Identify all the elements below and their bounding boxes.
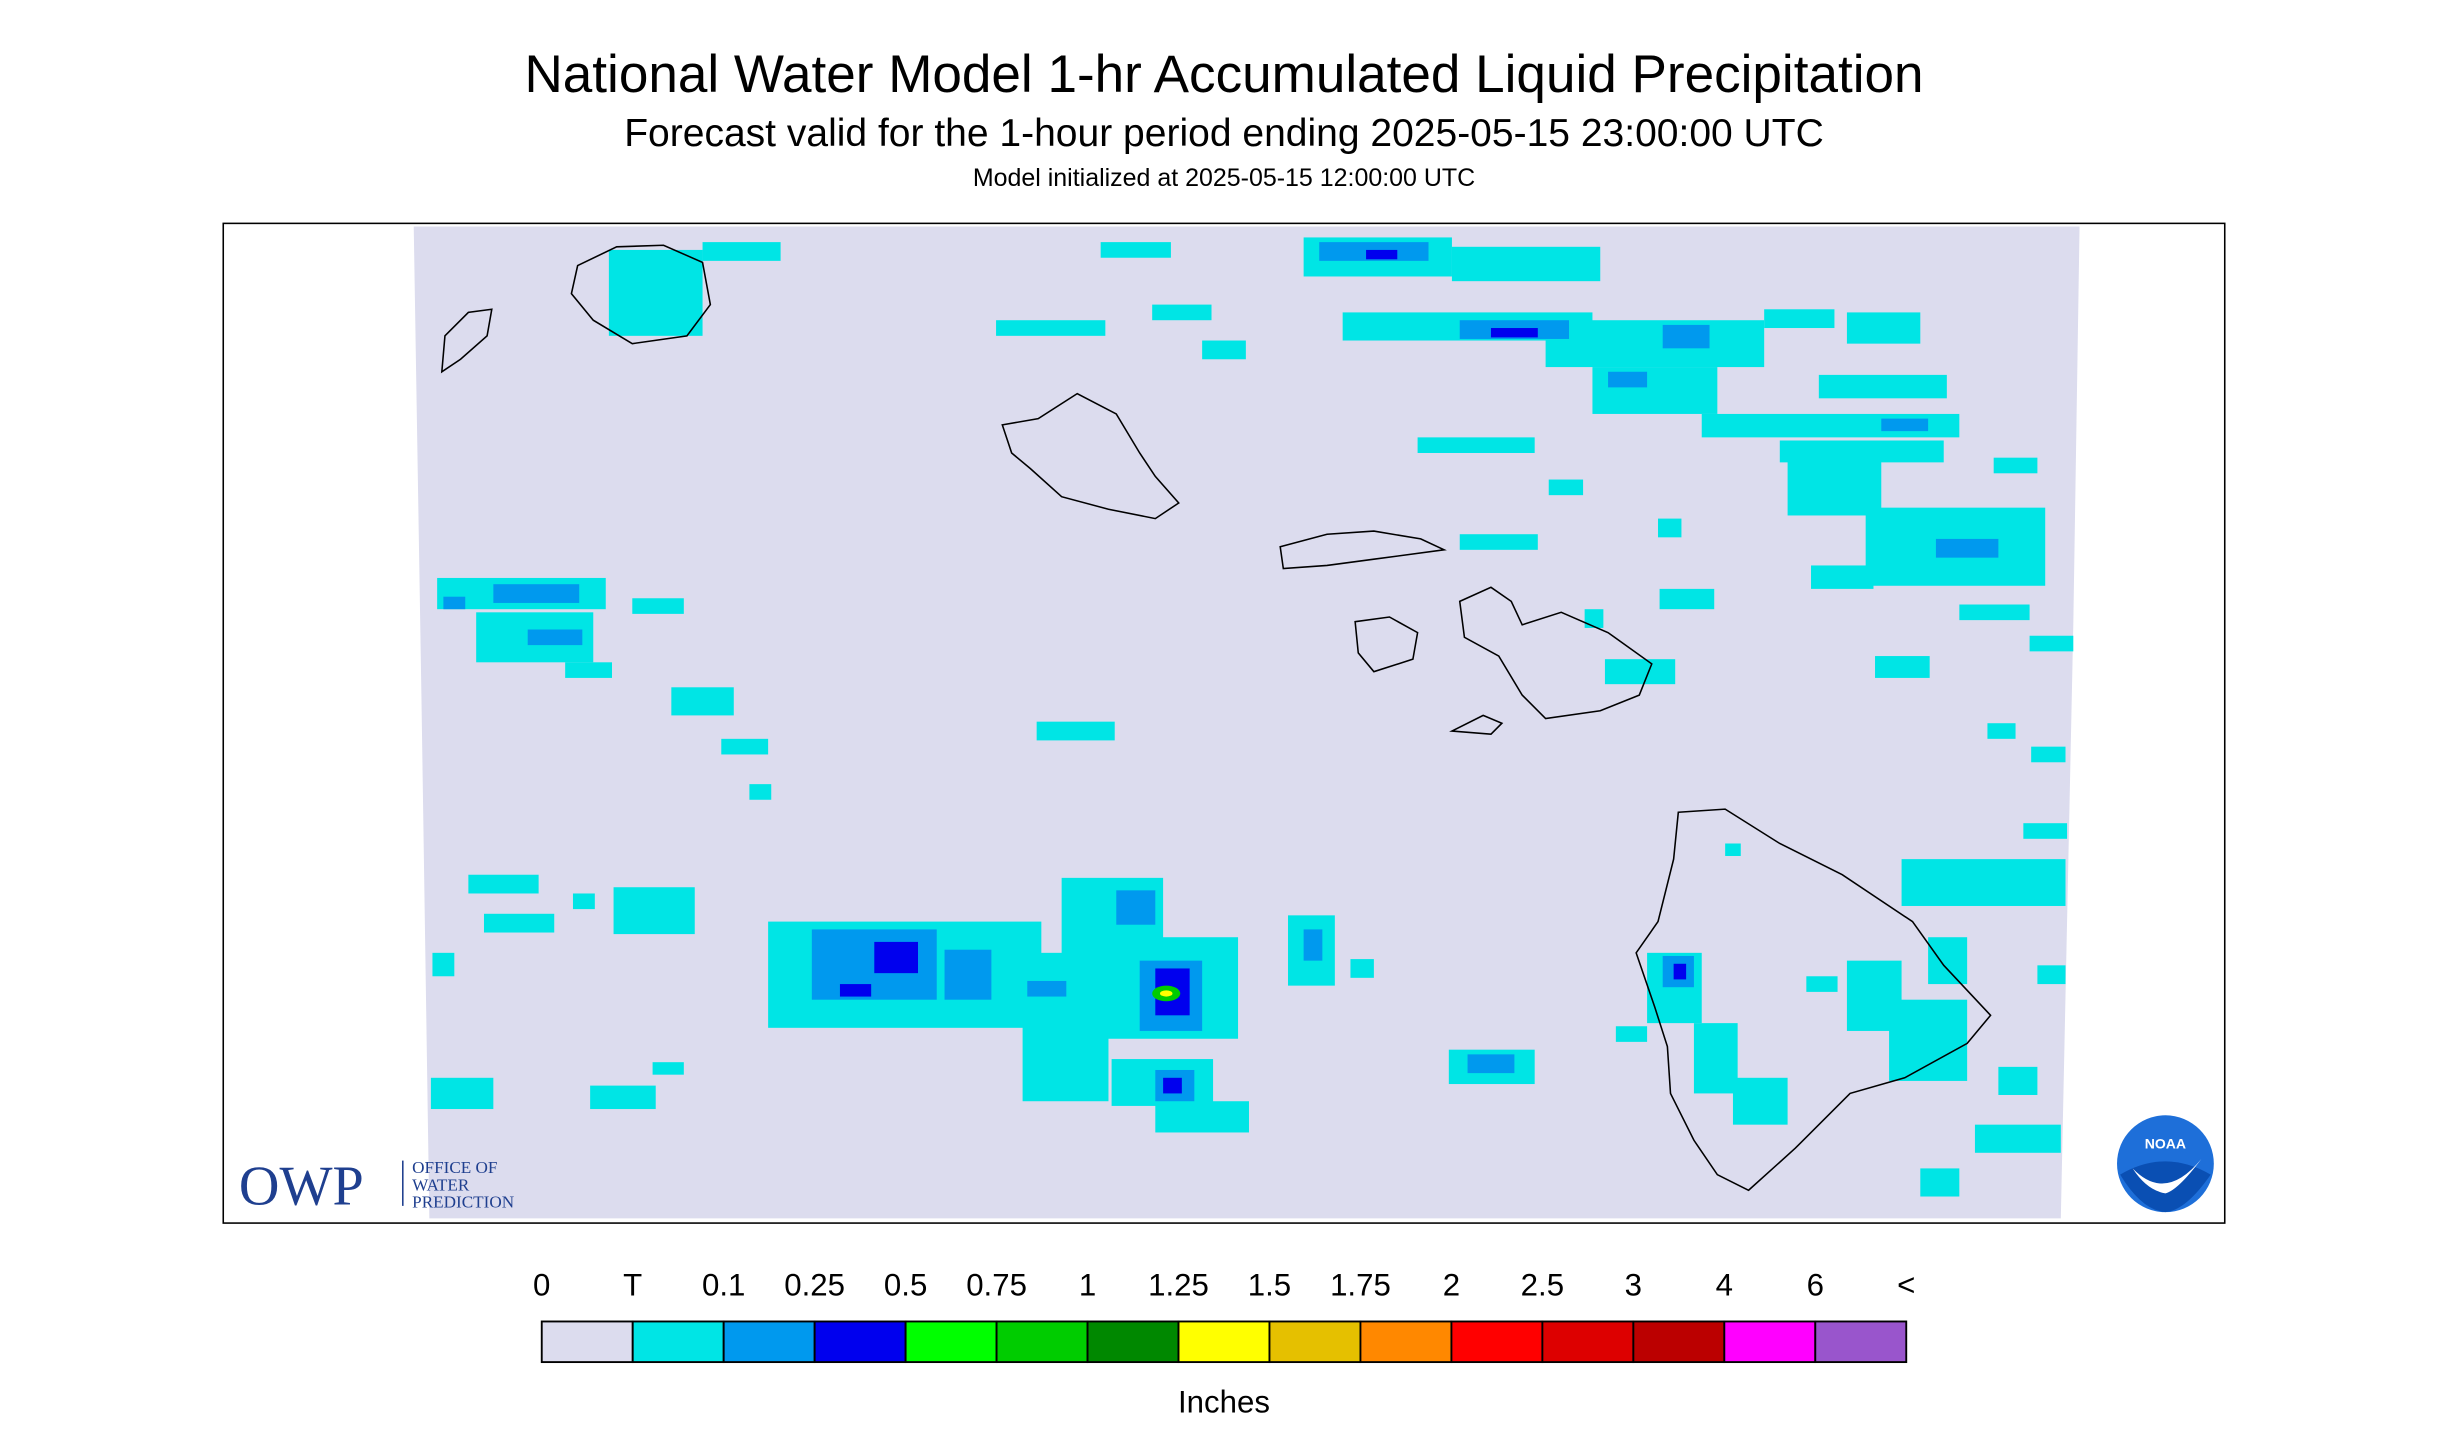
legend-swatch [1814,1320,1908,1364]
legend-swatch [1632,1320,1726,1364]
legend-label: 0 [533,1267,550,1302]
legend-label: 1.5 [1248,1267,1291,1302]
owp-line: WATER [412,1175,470,1194]
legend-swatch [1359,1320,1453,1364]
title: National Water Model 1-hr Accumulated Li… [524,45,1923,104]
noaa-text: NOAA [2145,1136,2186,1152]
legend-swatch [1723,1320,1817,1364]
owp-line: PREDICTION [412,1192,514,1211]
legend-label: 0.1 [702,1267,745,1302]
legend-label: 0.75 [966,1267,1027,1302]
legend-label: 1.25 [1148,1267,1209,1302]
legend-label: T [623,1267,642,1302]
legend-swatch [1086,1320,1180,1364]
legend-swatch [813,1320,907,1364]
legend-label: 1 [1079,1267,1096,1302]
subtitle: Forecast valid for the 1-hour period end… [624,112,1824,155]
legend-label: 6 [1807,1267,1824,1302]
precip-peak [1159,990,1173,997]
legend-label: 3 [1625,1267,1642,1302]
legend-swatch [1450,1320,1544,1364]
legend-label: 2.5 [1521,1267,1564,1302]
init-time: Model initialized at 2025-05-15 12:00:00… [973,164,1475,192]
legend-swatch [722,1320,816,1364]
coastlines [440,244,1992,1192]
legend-label: 2 [1443,1267,1460,1302]
owp-mark: OWP [239,1155,364,1217]
legend-swatch [1177,1320,1271,1364]
legend-swatch [540,1320,634,1364]
legend-swatch [631,1320,725,1364]
legend-swatch [1268,1320,1362,1364]
legend: 0 T 0.1 0.25 0.5 0.75 1 1.25 1.5 1.75 2 2.5 3 4 6 < [533,1267,1915,1364]
legend-label: 0.25 [784,1267,845,1302]
owp-line: OFFICE OF [412,1158,497,1177]
legend-unit: Inches [1178,1385,1270,1420]
legend-label: < [1897,1267,1915,1302]
legend-label: 0.5 [884,1267,927,1302]
legend-label: 4 [1716,1267,1733,1302]
noaa-logo: NOAA [2117,1115,2214,1213]
legend-swatch [1541,1320,1635,1364]
legend-label: 1.75 [1330,1267,1391,1302]
owp-logo: OWP OFFICE OF WATER PREDICTION [239,1155,514,1217]
legend-swatch [995,1320,1089,1364]
legend-swatch [904,1320,998,1364]
